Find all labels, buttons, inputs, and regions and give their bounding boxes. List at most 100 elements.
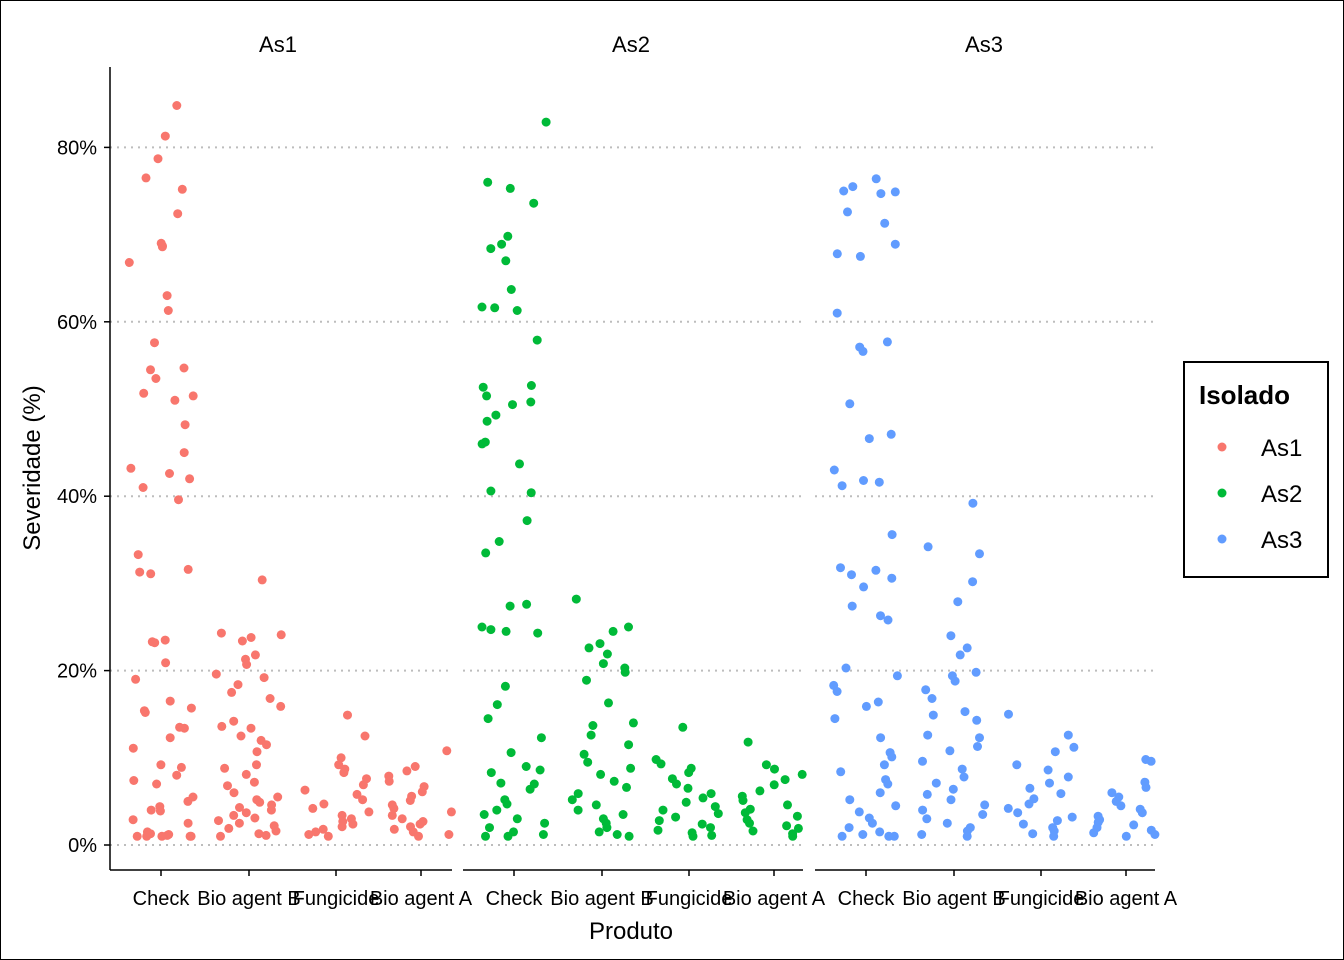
data-point xyxy=(252,760,261,770)
data-point xyxy=(266,805,276,815)
data-point xyxy=(250,650,260,660)
data-point xyxy=(1063,772,1073,782)
data-point xyxy=(874,477,884,487)
data-point xyxy=(697,819,707,829)
data-point xyxy=(931,778,941,788)
data-point xyxy=(246,723,256,733)
data-point xyxy=(876,189,886,199)
data-point xyxy=(492,805,502,815)
data-point xyxy=(855,251,865,261)
data-point xyxy=(237,636,247,646)
data-point xyxy=(962,831,972,841)
data-point xyxy=(890,239,900,249)
data-point xyxy=(271,826,281,836)
data-point xyxy=(871,174,881,184)
data-point xyxy=(770,764,779,774)
data-point xyxy=(707,830,717,840)
data-point xyxy=(156,760,166,770)
data-point xyxy=(183,818,193,828)
data-point xyxy=(612,830,622,839)
data-point xyxy=(845,795,855,805)
data-point xyxy=(533,628,543,638)
data-point xyxy=(875,788,885,798)
x-tick-label: Bio agent A xyxy=(370,888,473,910)
x-axis-title: Produto xyxy=(589,918,673,945)
data-point xyxy=(442,746,452,756)
data-point xyxy=(844,823,854,833)
y-tick-label: 60% xyxy=(57,312,97,334)
data-point xyxy=(405,796,415,805)
data-point xyxy=(859,582,869,592)
data-point xyxy=(142,831,152,841)
data-point xyxy=(300,785,310,795)
data-point xyxy=(867,818,877,828)
data-point xyxy=(176,762,186,772)
data-point xyxy=(1049,831,1059,841)
data-point xyxy=(155,806,165,816)
data-point xyxy=(257,575,267,585)
data-point xyxy=(602,823,612,833)
data-point xyxy=(832,308,842,318)
data-point xyxy=(216,831,225,841)
data-point xyxy=(586,730,596,740)
data-point xyxy=(579,749,589,759)
x-tick-label: Bio agent A xyxy=(723,888,826,910)
data-point xyxy=(138,483,148,492)
panel-strip-label: As3 xyxy=(965,32,1003,57)
data-point xyxy=(224,823,234,833)
data-point xyxy=(389,803,399,813)
data-point xyxy=(871,565,881,575)
data-point xyxy=(506,285,516,294)
x-tick-label: Bio agent B xyxy=(902,888,1005,910)
data-point xyxy=(157,831,167,841)
data-point xyxy=(308,803,318,813)
data-point xyxy=(486,486,496,496)
data-point xyxy=(384,776,394,786)
data-point xyxy=(538,830,548,839)
data-point xyxy=(595,639,605,649)
data-point xyxy=(485,823,494,833)
data-point xyxy=(882,337,892,347)
data-point xyxy=(884,831,894,841)
data-point xyxy=(571,594,581,604)
data-point xyxy=(583,757,593,767)
data-point xyxy=(672,779,681,789)
data-point xyxy=(780,775,790,785)
data-point xyxy=(972,715,982,725)
x-tick-label: Fungicide xyxy=(646,888,733,910)
data-point xyxy=(740,808,750,818)
data-point xyxy=(150,638,160,648)
data-point xyxy=(573,789,583,799)
data-point xyxy=(678,722,688,732)
data-point xyxy=(185,474,195,484)
data-point xyxy=(887,573,897,583)
data-point xyxy=(854,807,864,817)
data-point xyxy=(223,781,232,791)
data-point xyxy=(1003,803,1013,813)
data-point xyxy=(152,779,162,789)
data-point xyxy=(229,788,239,798)
data-point xyxy=(512,306,522,315)
data-point xyxy=(859,476,868,485)
data-point xyxy=(254,829,264,839)
data-point xyxy=(262,740,271,750)
data-point xyxy=(1063,730,1073,740)
data-point xyxy=(512,814,522,824)
data-point xyxy=(841,663,851,673)
data-point xyxy=(250,813,260,823)
data-point xyxy=(153,154,163,164)
data-point xyxy=(1004,709,1013,719)
data-point xyxy=(352,789,362,799)
data-point xyxy=(953,597,963,607)
data-point xyxy=(793,823,803,833)
data-point xyxy=(502,799,512,809)
data-point xyxy=(387,810,397,820)
data-point xyxy=(971,667,981,677)
data-point xyxy=(140,708,150,717)
data-point xyxy=(482,391,492,401)
points-layer xyxy=(124,101,1160,841)
data-point xyxy=(975,549,984,559)
data-point xyxy=(1137,808,1147,818)
data-point xyxy=(654,816,664,826)
